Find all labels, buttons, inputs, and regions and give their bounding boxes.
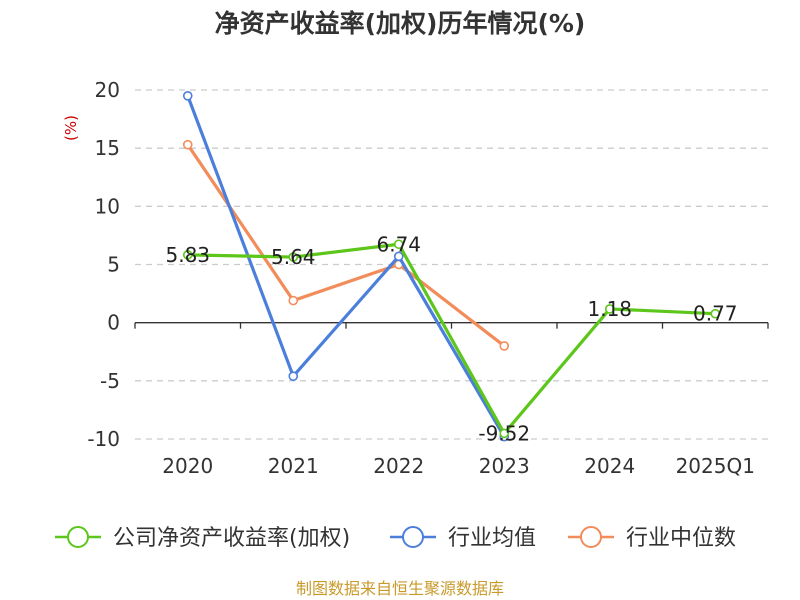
x-tick-label: 2022 [373,454,424,478]
legend-label: 行业中位数 [626,526,736,551]
x-tick-label: 2020 [162,454,213,478]
data-point [182,91,193,101]
data-label: 6.74 [376,232,421,256]
data-labels: 5.83 5.64 6.74 -9.52 1.18 0.77 [165,232,737,445]
legend: 公司净资产收益率(加权) 行业均值 行业中位数 [55,526,736,551]
data-point [182,139,193,150]
legend-marker [402,526,424,548]
y-tick-label: 15 [95,136,120,160]
data-point [182,250,193,260]
series-lines [182,91,721,442]
y-axis-ticks: 20 15 10 5 0 -5 -10 [87,78,120,451]
data-label: 5.64 [271,245,316,269]
data-point [288,295,299,306]
series-line [186,95,506,438]
data-point [288,252,299,262]
x-tick-label: 2023 [479,454,530,478]
data-label: 0.77 [693,302,738,326]
data-point [499,428,510,439]
x-axis: 2020 2021 2022 2023 2024 2025Q1 [134,322,769,478]
x-tick-label: 2024 [584,454,635,478]
series-line [187,242,716,436]
data-point [710,308,721,319]
data-label: 1.18 [587,297,632,321]
y-tick-label: -5 [100,369,120,393]
legend-marker [67,526,89,548]
legend-label: 公司净资产收益率(加权) [113,526,350,551]
y-tick-label: 10 [95,194,120,218]
data-label: -9.52 [478,421,530,445]
y-axis-unit-label: (%) [62,115,80,141]
legend-item: 行业均值 [390,526,536,551]
legend-item: 行业中位数 [568,526,736,551]
y-tick-label: -10 [87,427,120,451]
legend-label: 行业均值 [448,526,536,551]
data-point [499,341,510,351]
data-point [393,239,404,250]
legend-marker [580,526,602,548]
x-tick-label: 2025Q1 [676,454,755,478]
data-label: 5.83 [165,243,210,267]
data-point [288,371,299,381]
y-tick-label: 20 [95,78,120,102]
grid-lines [135,89,768,440]
data-point [604,304,615,314]
data-point [393,251,404,262]
y-tick-label: 0 [107,311,120,335]
source-footer: 制图数据来自恒生聚源数据库 [296,579,504,598]
chart-title: 净资产收益率(加权)历年情况(%) [215,9,586,38]
series-line [186,143,506,348]
y-tick-label: 5 [107,253,120,277]
x-tick-label: 2021 [268,454,319,478]
legend-item: 公司净资产收益率(加权) [55,526,350,551]
